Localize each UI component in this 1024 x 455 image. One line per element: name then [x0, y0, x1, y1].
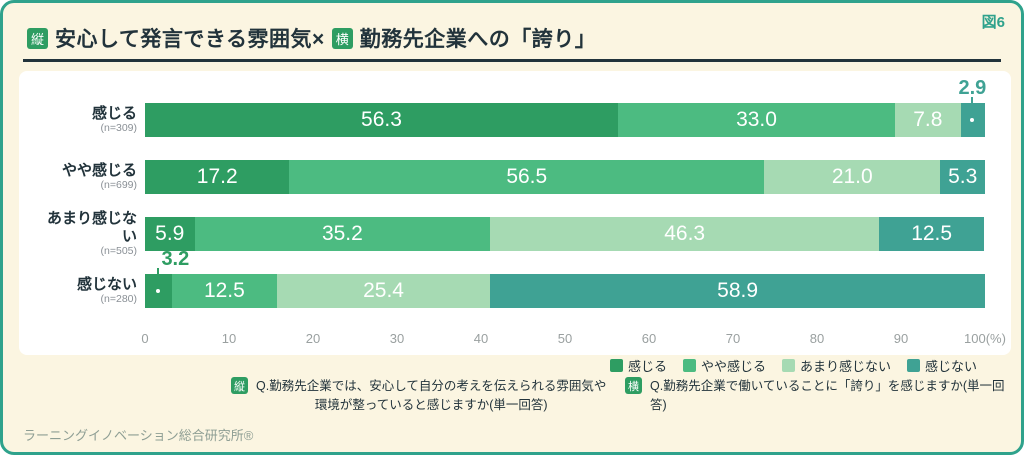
bar-row: 感じない (n=280) 12.5 25.4 58.9 3.2 [33, 249, 985, 308]
sample-size: (n=505) [100, 244, 137, 257]
bar-rows: 感じる (n=309) 56.3 33.0 7.8 2.9 やや感じる (n=699) 17.2… [33, 78, 986, 308]
vertical-axis-badge: 縦 [27, 27, 48, 49]
bar-segment: 46.3 [490, 217, 880, 251]
legend-item: あまり感じない [781, 356, 891, 375]
sample-size: (n=280) [100, 293, 137, 306]
bar-segment: 5.3 [940, 160, 985, 194]
callout-value: 3.2 [161, 248, 190, 270]
figure-number: 図6 [981, 14, 1005, 31]
footnote-line-1: Q.勤務先企業では、安心して自分の考えを伝えられる雰囲気や [256, 379, 607, 393]
chart-title: 縦 安心して発言できる雰囲気× 横 勤務先企業への「誇り」 [27, 23, 596, 53]
footnote-vertical-text: Q.勤務先企業では、安心して自分の考えを伝えられる雰囲気や 環境が整っていると感じ… [256, 377, 606, 415]
sample-size: (n=309) [100, 122, 137, 135]
bar-segment: 25.4 [276, 274, 491, 308]
row-header: 感じる (n=309) [33, 105, 145, 135]
footnote-horizontal: 横 Q.勤務先企業で働いていることに「誇り」を感じますか(単一回答) [625, 377, 1021, 415]
legend-item: 感じない [906, 356, 977, 375]
axis-tick-label: 60 [641, 331, 657, 346]
callout-line [971, 97, 974, 120]
title-text-vertical: 安心して発言できる雰囲気× [55, 28, 325, 51]
callout-dot [154, 287, 163, 295]
stacked-bar: 5.9 35.2 46.3 12.5 [145, 217, 985, 251]
footnote-horizontal-text: Q.勤務先企業で働いていることに「誇り」を感じますか(単一回答) [650, 379, 1005, 412]
footnote-line-2: 環境が整っていると感じますか(単一回答) [314, 397, 548, 412]
vertical-axis-badge: 縦 [231, 377, 248, 394]
axis-tick-label: 70 [725, 331, 741, 346]
axis-tick-label: 0 [141, 331, 149, 346]
legend-swatch [906, 359, 920, 372]
source-label: ラーニングイノベーション総合研究所® [23, 428, 254, 443]
axis-tick-label: 90 [893, 331, 909, 346]
bar-segment: 7.8 [895, 103, 961, 137]
axis-tick-label: 80 [809, 331, 825, 346]
bar-row: 感じる (n=309) 56.3 33.0 7.8 2.9 [33, 78, 986, 137]
horizontal-axis-badge: 横 [625, 377, 642, 394]
bar-segment: 12.5 [879, 217, 985, 251]
bar-segment: 21.0 [764, 160, 941, 194]
legend: 感じる やや感じる あまり感じない 感じない [609, 356, 977, 375]
stacked-bar: 56.3 33.0 7.8 2.9 [145, 78, 986, 137]
x-axis: 0 10 20 30 40 50 60 70 80 90 100(%) [141, 331, 1006, 347]
axis-tick-label: 10 [221, 331, 237, 346]
legend-swatch [682, 359, 696, 372]
callout-dot [968, 116, 977, 124]
legend-swatch [781, 359, 795, 372]
row-header: 感じない (n=280) [33, 276, 145, 306]
category-label: 感じる [91, 105, 137, 123]
legend-label: 感じる [627, 359, 667, 374]
bar-segment: 35.2 [194, 217, 491, 251]
category-label: やや感じる [61, 162, 137, 180]
category-label: 感じない [76, 276, 137, 294]
bar-segment: 5.9 [145, 217, 195, 251]
bar-segment: 56.3 [145, 103, 618, 137]
category-label: あまり感じない [46, 210, 137, 245]
callout-line [157, 268, 160, 291]
legend-label: 感じない [924, 359, 977, 374]
sample-size: (n=699) [100, 179, 137, 192]
bar-segment: 17.2 [145, 160, 290, 194]
legend-swatch [609, 359, 623, 372]
horizontal-axis-badge: 横 [331, 27, 353, 49]
legend-label: やや感じる [700, 359, 766, 374]
stacked-bar: 17.2 56.5 21.0 5.3 [145, 160, 985, 194]
bar-segment: 58.9 [490, 274, 985, 308]
stacked-bar: 12.5 25.4 58.9 3.2 [145, 249, 985, 308]
legend-label: あまり感じない [799, 359, 891, 374]
title-underline [23, 59, 1001, 62]
bar-segment: 56.5 [289, 160, 765, 194]
axis-tick-label: 100(%) [964, 331, 1006, 346]
legend-item: 感じる [609, 356, 667, 375]
callout-value: 2.9 [958, 77, 987, 99]
row-header: あまり感じない (n=505) [33, 210, 145, 257]
axis-tick-label: 40 [473, 331, 489, 346]
title-text-horizontal: 勤務先企業への「誇り」 [359, 28, 597, 51]
bar-row: あまり感じない (n=505) 5.9 35.2 46.3 12.5 [33, 210, 985, 257]
chart-panel: 感じる (n=309) 56.3 33.0 7.8 2.9 やや感じる (n=699) 17.2… [19, 71, 1011, 355]
row-header: やや感じる (n=699) [33, 162, 145, 192]
axis-tick-label: 20 [305, 331, 321, 346]
bar-row: やや感じる (n=699) 17.2 56.5 21.0 5.3 [33, 160, 985, 194]
axis-tick-label: 50 [557, 331, 573, 346]
bar-segment: 12.5 [171, 274, 277, 308]
bar-segment: 33.0 [617, 103, 896, 137]
axis-tick-label: 30 [389, 331, 405, 346]
footnote-vertical: 縦 Q.勤務先企業では、安心して自分の考えを伝えられる雰囲気や 環境が整っていると… [231, 377, 606, 415]
legend-item: やや感じる [682, 356, 766, 375]
